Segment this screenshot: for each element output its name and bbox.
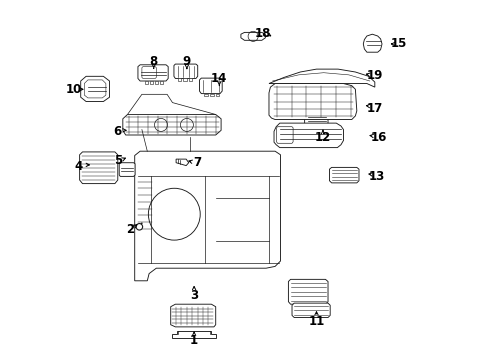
- Polygon shape: [119, 163, 135, 176]
- Circle shape: [136, 224, 142, 230]
- Polygon shape: [81, 76, 109, 102]
- Polygon shape: [174, 64, 197, 78]
- Text: 12: 12: [314, 131, 330, 144]
- Text: 11: 11: [308, 315, 324, 328]
- Polygon shape: [204, 94, 207, 96]
- Text: 3: 3: [190, 289, 198, 302]
- Polygon shape: [176, 159, 188, 166]
- Text: 10: 10: [65, 83, 81, 96]
- Text: 15: 15: [390, 37, 407, 50]
- Polygon shape: [145, 81, 148, 84]
- Polygon shape: [363, 34, 381, 52]
- Polygon shape: [150, 81, 153, 84]
- Text: 6: 6: [113, 125, 122, 138]
- Polygon shape: [183, 78, 186, 81]
- Polygon shape: [199, 78, 222, 94]
- Polygon shape: [170, 304, 215, 327]
- Text: 4: 4: [75, 160, 83, 173]
- Polygon shape: [160, 81, 163, 84]
- Polygon shape: [80, 152, 118, 184]
- Text: 2: 2: [126, 223, 134, 236]
- Polygon shape: [304, 112, 327, 126]
- Polygon shape: [134, 151, 280, 281]
- Polygon shape: [329, 167, 358, 183]
- Text: 1: 1: [190, 334, 198, 347]
- Text: 16: 16: [369, 131, 386, 144]
- Polygon shape: [127, 94, 215, 114]
- Text: 14: 14: [211, 72, 227, 85]
- Polygon shape: [138, 65, 168, 81]
- Polygon shape: [142, 67, 156, 78]
- Text: 17: 17: [366, 102, 382, 114]
- Polygon shape: [276, 127, 292, 143]
- Text: 8: 8: [149, 55, 158, 68]
- Text: 9: 9: [183, 55, 191, 68]
- Polygon shape: [178, 78, 181, 81]
- Text: 7: 7: [193, 156, 201, 169]
- Polygon shape: [188, 78, 192, 81]
- Polygon shape: [241, 32, 265, 40]
- Polygon shape: [268, 84, 356, 120]
- Polygon shape: [122, 114, 221, 135]
- Polygon shape: [215, 94, 219, 96]
- Text: 19: 19: [366, 69, 382, 82]
- Polygon shape: [84, 80, 106, 98]
- Polygon shape: [172, 331, 215, 338]
- Text: 13: 13: [368, 170, 385, 183]
- Text: 18: 18: [255, 27, 271, 40]
- Polygon shape: [209, 94, 213, 96]
- Polygon shape: [155, 81, 158, 84]
- Polygon shape: [288, 279, 327, 304]
- Polygon shape: [291, 303, 329, 318]
- Text: 5: 5: [113, 154, 122, 167]
- Polygon shape: [268, 69, 374, 87]
- Polygon shape: [273, 123, 343, 148]
